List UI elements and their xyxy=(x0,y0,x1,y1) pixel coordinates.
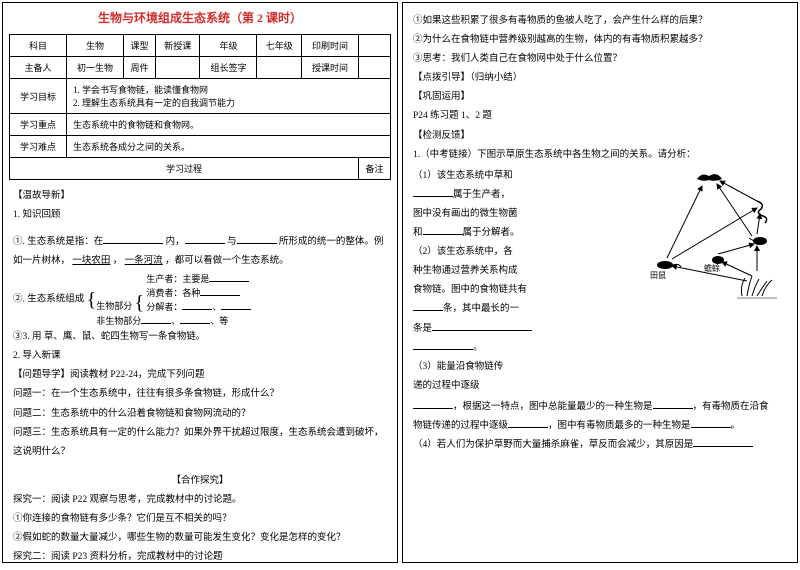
text-line: 问题三：生态系统具有一定的什么能力？如果外界干扰超过限度，生态系统会遭到破坏， xyxy=(13,425,387,442)
left-content: 【温故导新】 1. 知识回顾 ①. 生态系统是指：在 内， 与 所形成的统一的整… xyxy=(9,184,391,570)
cell: 学习过程 xyxy=(10,158,359,180)
text-line: ①. 生态系统是指：在 内， 与 所形成的统一的整体。例 xyxy=(13,234,387,251)
text-line: 探究一：阅读 P22 观察与思考，完成教材中的讨论题。 xyxy=(13,492,387,509)
cell: 课型 xyxy=(124,35,156,57)
question-text: （1）该生态系统中草和 属于生产者， 图中没有画出的微生物菌 和属于分解者。 （… xyxy=(413,166,636,397)
cell: 学习目标 xyxy=(10,79,67,114)
section-heading: 【巩固运用】 xyxy=(413,89,787,106)
text-line: 2. 导入新课 xyxy=(13,348,387,365)
text-line: ②. 生态系统组成 { 生物部分 { 生产者：主要是 消费者：各种 分解者：、 … xyxy=(13,272,387,327)
cell: 生物 xyxy=(67,35,124,57)
left-page: 生物与环境组成生态系统（第 2 课时） 科目 生物 课型 新授课 年级 七年级 … xyxy=(2,2,398,563)
text-line: 1.（中考链接）下图示草原生态系统中各生物之间的关系。请分析： xyxy=(413,147,787,164)
text-line: 条，其中最长的一 xyxy=(413,301,636,318)
document-title: 生物与环境组成生态系统（第 2 课时） xyxy=(9,9,391,26)
cell xyxy=(358,35,390,57)
text-line: ③思考：我们人类自己在食物网中处于什么位置？ xyxy=(413,51,787,68)
text-line: （3）能量沿食物链传 xyxy=(413,359,636,376)
table-row: 科目 生物 课型 新授课 年级 七年级 印刷时间 xyxy=(10,35,391,57)
cell: 生态系统中的食物链和食物网。 xyxy=(67,114,391,136)
table-row: 学习目标 1. 学会书写食物链，能读懂食物网 2. 理解生态系统具有一定的自我调… xyxy=(10,79,391,114)
cell: 七年级 xyxy=(257,35,301,57)
table-row: 学习重点 生态系统中的食物链和食物网。 xyxy=(10,114,391,136)
text-line: ①如果这些积累了很多有毒物质的鱼被人吃了，会产生什么样的后果？ xyxy=(413,13,787,30)
section-heading: 【问题导学】阅读教材 P22-24，完成下列问题 xyxy=(13,367,387,384)
text-line: 物链传递的过程中逐级，图中有毒物质最多的一种生物是。 xyxy=(413,418,787,435)
text-line: （4）若人们为保护草野而大量捕杀麻雀，草反而会减少，其原因是 xyxy=(413,437,787,454)
text-line: 问题一：在一个生态系统中，往往有很多条食物链，形成什么？ xyxy=(13,386,387,403)
section-heading: 【合作探究】 xyxy=(13,473,387,490)
cell: 备注 xyxy=(358,158,390,180)
diagram-label: 蟾蜍 xyxy=(704,263,720,273)
info-table: 科目 生物 课型 新授课 年级 七年级 印刷时间 主备人 初一生物 周件 组长签… xyxy=(9,34,391,180)
goal-line: 2. 理解生态系统具有一定的自我调节能力 xyxy=(73,96,388,109)
section-heading: 【点拨引导】（归纳小结） xyxy=(413,70,787,87)
cell: 生态系统各成分之间的关系。 xyxy=(67,136,391,158)
cell: 学习重点 xyxy=(10,114,67,136)
text-line: 1. 知识回顾 xyxy=(13,207,387,224)
text-line: 如一片树林， 一块农田 ， 一条河流 ，都可以看做一个生态系统。 xyxy=(13,253,387,270)
text-line: ，根据这一特点，图中总能量最少的一种生物是，有毒物质在沿食 xyxy=(413,399,787,416)
cell: 初一生物 xyxy=(67,57,124,79)
cell: 印刷时间 xyxy=(301,35,358,57)
food-web-diagram: 田鼠 蟾蜍 xyxy=(642,166,787,306)
right-page: ①如果这些积累了很多有毒物质的鱼被人吃了，会产生什么样的后果？ ②为什么在食物链… xyxy=(402,2,798,563)
diagram-svg: 田鼠 蟾蜍 xyxy=(642,166,787,306)
cell: 周件 xyxy=(124,57,156,79)
text-line: P24 练习题 1、2 题 xyxy=(413,108,787,125)
cell: 年级 xyxy=(200,35,257,57)
text-line: 。 xyxy=(413,340,636,357)
text-line: 递的过程中逐级 xyxy=(413,378,636,395)
text-line: （1）该生态系统中草和 xyxy=(413,168,636,185)
text-line: 食物链。图中的食物链共有 xyxy=(413,282,636,299)
cell xyxy=(155,57,199,79)
text-line: 问题二：生态系统中的什么沿着食物链和食物网流动的？ xyxy=(13,406,387,423)
text-line: （2）该生态系统中，各 xyxy=(413,244,636,261)
question-with-diagram: （1）该生态系统中草和 属于生产者， 图中没有画出的微生物菌 和属于分解者。 （… xyxy=(413,166,787,397)
text-line: 图中没有画出的微生物菌 xyxy=(413,206,636,223)
text-line: ②为什么在食物链中营养级别越高的生物，体内的有毒物质积累越多？ xyxy=(413,32,787,49)
cell: 科目 xyxy=(10,35,67,57)
text-line: ③3. 用 草、鹰、鼠、蛇四生物写一条食物链。 xyxy=(13,329,387,346)
cell xyxy=(257,57,301,79)
goal-line: 1. 学会书写食物链，能读懂食物网 xyxy=(73,83,388,96)
cell: 新授课 xyxy=(155,35,199,57)
cell: 组长签字 xyxy=(200,57,257,79)
text-line: 种生物通过营养关系构成 xyxy=(413,263,636,280)
cell: 主备人 xyxy=(10,57,67,79)
cell xyxy=(358,57,390,79)
cell: 学习难点 xyxy=(10,136,67,158)
cell: 1. 学会书写食物链，能读懂食物网 2. 理解生态系统具有一定的自我调节能力 xyxy=(67,79,391,114)
text-line: 属于生产者， xyxy=(413,187,636,204)
table-row: 主备人 初一生物 周件 组长签字 授课时间 xyxy=(10,57,391,79)
text-line: 探究二：阅读 P23 资料分析，完成教材中的讨论题 xyxy=(13,549,387,566)
right-content: ①如果这些积累了很多有毒物质的鱼被人吃了，会产生什么样的后果？ ②为什么在食物链… xyxy=(409,9,791,458)
section-heading: 【检测反馈】 xyxy=(413,128,787,145)
text-line: ①你连接的食物链有多少条？它们是互不相关的吗？ xyxy=(13,511,387,528)
diagram-label: 田鼠 xyxy=(650,271,666,280)
text-line: 这说明什么？ xyxy=(13,444,387,461)
text-line: 和属于分解者。 xyxy=(413,225,636,242)
text-line: 条是 xyxy=(413,321,636,338)
section-heading: 【温故导新】 xyxy=(13,188,387,205)
table-row: 学习难点 生态系统各成分之间的关系。 xyxy=(10,136,391,158)
table-row: 学习过程 备注 xyxy=(10,158,391,180)
cell: 授课时间 xyxy=(301,57,358,79)
text-line: ②假如蛇的数量大量减少，哪些生物的数量可能发生变化？变化是怎样的变化？ xyxy=(13,530,387,547)
